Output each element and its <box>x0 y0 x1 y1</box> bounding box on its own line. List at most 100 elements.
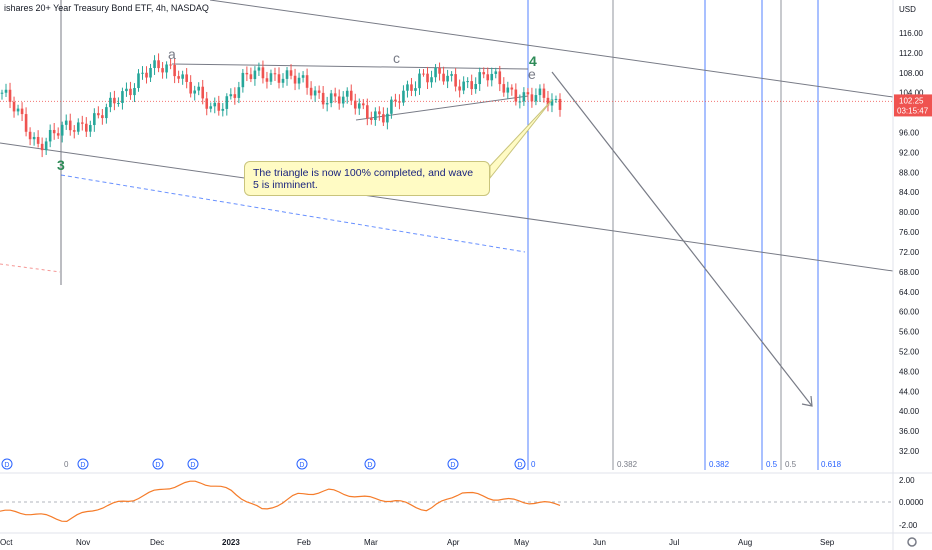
candle-body <box>205 98 209 109</box>
candle-body <box>558 98 562 110</box>
candle-body <box>502 84 506 93</box>
dividend-marker-letter: D <box>517 462 522 469</box>
callout-pointer <box>489 99 553 180</box>
candle-body <box>68 120 72 131</box>
time-tick-label: Dec <box>150 538 164 547</box>
candle-body <box>386 113 389 123</box>
candle-body <box>446 75 449 82</box>
candle-body <box>165 64 168 73</box>
price-tick-label: 84.00 <box>899 188 920 197</box>
candle-body <box>137 73 140 89</box>
candle-body <box>353 100 357 109</box>
candle-body <box>402 90 405 103</box>
price-tick-label: 112.00 <box>899 49 923 58</box>
price-tick-label: 52.00 <box>899 347 920 356</box>
candle-body <box>345 90 349 97</box>
oscillator-tick-label: 0.0000 <box>899 498 924 507</box>
annotation-callout[interactable]: The triangle is now 100% completed, and … <box>244 161 490 196</box>
candle-body <box>293 75 297 84</box>
candle-body <box>277 74 281 83</box>
candle-body <box>76 122 80 132</box>
triangle-lower-line <box>355 95 529 121</box>
candle-body <box>177 76 180 79</box>
candle-body <box>89 125 92 132</box>
candle-body <box>450 74 453 76</box>
candle-body <box>394 99 397 102</box>
price-tick-label: 36.00 <box>899 427 920 436</box>
currency-label: USD <box>899 5 916 14</box>
price-tick-label: 64.00 <box>899 288 920 297</box>
candle-body <box>4 89 8 93</box>
dashed-projection-line <box>60 174 526 253</box>
candle-body <box>121 91 124 103</box>
candle-body <box>133 88 136 96</box>
dividend-marker-icon <box>514 458 526 470</box>
dividend-marker-letter: D <box>155 462 160 469</box>
candle-body <box>305 75 309 88</box>
candle-body <box>438 67 441 74</box>
dividend-marker-icon <box>296 458 308 470</box>
candle-body <box>542 88 546 98</box>
candle-body <box>390 99 393 114</box>
candle-body <box>510 87 514 90</box>
candle-body <box>157 60 160 69</box>
time-tick-label: 2023 <box>222 538 240 547</box>
candle-body <box>109 97 112 108</box>
upper-channel-line <box>209 0 894 98</box>
dividend-marker-icon <box>364 458 376 470</box>
candle-body <box>414 88 417 91</box>
candle-body <box>478 72 482 85</box>
time-tick-label: Oct <box>0 538 13 547</box>
wave-label-e: e <box>528 66 536 82</box>
candle-body <box>28 131 32 140</box>
candle-body <box>52 129 56 134</box>
price-tick-label: 76.00 <box>899 228 920 237</box>
arrow-head-icon <box>801 395 813 407</box>
candle-body <box>20 108 24 115</box>
candle-body <box>261 67 265 79</box>
candle-body <box>48 129 52 142</box>
dividend-marker-letter: D <box>80 462 85 469</box>
candle-body <box>434 67 437 78</box>
candle-body <box>530 94 534 102</box>
candle-body <box>80 122 84 124</box>
dividend-marker-letter: D <box>299 462 304 469</box>
oscillator-tick-label: 2.00 <box>899 476 915 485</box>
last-price-value: 102.25 <box>899 96 924 105</box>
candle-body <box>301 75 305 78</box>
fib-time-label: 0.5 <box>785 460 797 469</box>
candle-body <box>341 96 345 104</box>
candle-body <box>189 81 192 94</box>
candle-body <box>349 90 353 101</box>
last-price-badge <box>894 94 932 117</box>
candle-body <box>24 114 28 132</box>
candle-body <box>113 97 116 104</box>
candle-body <box>442 73 445 82</box>
candle-body <box>85 123 88 132</box>
price-tick-label: 116.00 <box>899 29 923 38</box>
candle-body <box>546 97 550 106</box>
candle-body <box>378 111 381 115</box>
candle-body <box>518 101 522 103</box>
time-tick-label: Nov <box>76 538 90 547</box>
time-tick-label: Feb <box>297 538 311 547</box>
candle-body <box>321 92 325 105</box>
candle-body <box>522 92 526 102</box>
candle-body <box>534 95 538 102</box>
candle-body <box>233 94 237 98</box>
lower-channel-line <box>0 142 894 272</box>
candle-body <box>253 70 257 80</box>
candle-body <box>466 81 469 83</box>
countdown-value: 03:15:47 <box>897 106 929 115</box>
price-tick-label: 68.00 <box>899 268 920 277</box>
candle-body <box>482 72 486 75</box>
dividend-marker-icon <box>1 458 13 470</box>
time-tick-label: Sep <box>820 538 835 547</box>
candle-body <box>514 89 518 102</box>
price-tick-label: 44.00 <box>899 387 920 396</box>
candle-body <box>181 74 184 79</box>
candle-body <box>44 141 48 151</box>
price-tick-label: 80.00 <box>899 208 920 217</box>
candle-body <box>281 78 285 83</box>
